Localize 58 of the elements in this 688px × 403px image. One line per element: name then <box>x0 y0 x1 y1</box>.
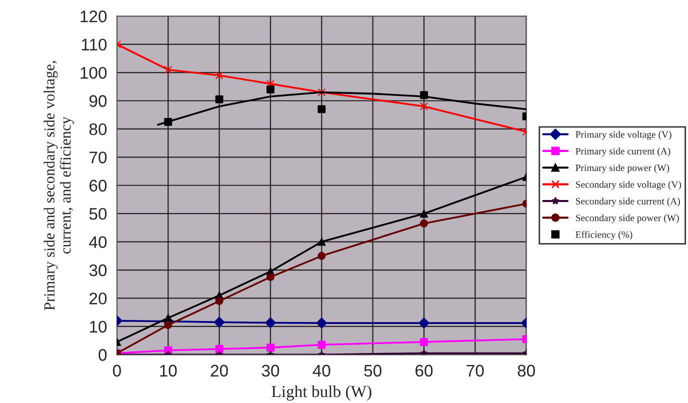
legend-label: Secondary side current (A) <box>576 198 680 206</box>
point <box>420 102 428 110</box>
x-tick-label: 30 <box>262 364 280 377</box>
x-tick-label: 60 <box>416 364 433 377</box>
point <box>215 345 224 353</box>
y-tick-label: 120 <box>80 10 107 22</box>
point <box>215 297 224 306</box>
x-axis-title: Light bulb (W) <box>272 385 372 401</box>
point <box>318 340 326 349</box>
point <box>318 88 326 96</box>
y-tick-label: 110 <box>82 38 107 51</box>
x-tick-label: 70 <box>466 364 484 377</box>
x-tick-label: 50 <box>364 364 382 377</box>
y-tick-label: 50 <box>89 208 107 220</box>
x-tick-label: 10 <box>160 364 177 377</box>
point <box>215 95 224 104</box>
legend-label: Primary side voltage (V) <box>576 130 672 140</box>
point <box>318 252 326 260</box>
point <box>318 238 326 246</box>
x-tick-label: 40 <box>312 364 330 377</box>
point <box>316 318 328 328</box>
point <box>418 318 430 328</box>
legend-label: Primary side current (A) <box>576 148 670 156</box>
y-tick-label: 10 <box>90 320 107 333</box>
x-tick-label: 80 <box>518 364 535 377</box>
point <box>265 317 276 328</box>
point <box>266 86 274 94</box>
point <box>420 210 428 218</box>
point <box>266 344 274 352</box>
legend-label: Efficiency (%) <box>576 230 632 240</box>
point <box>164 66 172 74</box>
y-tick-label: 90 <box>89 95 107 107</box>
legend-label: Secondary side power (W) <box>576 214 679 224</box>
y-tick-label: 30 <box>89 264 107 276</box>
legend-label: Primary side power (W) <box>576 164 670 174</box>
y-tick-label: 40 <box>89 236 107 248</box>
point <box>420 91 428 100</box>
point <box>215 71 224 80</box>
point <box>420 338 428 346</box>
point <box>318 105 326 114</box>
line-series <box>156 91 526 126</box>
legend-label: Secondary side voltage (V) <box>576 180 682 190</box>
y-tick-label: 100 <box>80 66 107 79</box>
point <box>266 273 274 282</box>
y-tick-label: 20 <box>90 292 107 304</box>
point <box>164 314 172 322</box>
point <box>266 80 274 88</box>
y-tick-label: 80 <box>89 123 107 136</box>
y-tick-label: 70 <box>90 152 107 164</box>
x-tick-label: 0 <box>112 364 121 377</box>
point <box>214 316 225 328</box>
point <box>420 219 428 228</box>
y-axis-title: Primary side and secondary side voltage, current, and efficiency <box>44 61 74 310</box>
y-tick-label: 0 <box>98 349 107 361</box>
point <box>164 118 172 126</box>
point <box>164 321 172 330</box>
x-tick-label: 20 <box>210 364 228 377</box>
y-tick-label: 60 <box>90 180 107 192</box>
